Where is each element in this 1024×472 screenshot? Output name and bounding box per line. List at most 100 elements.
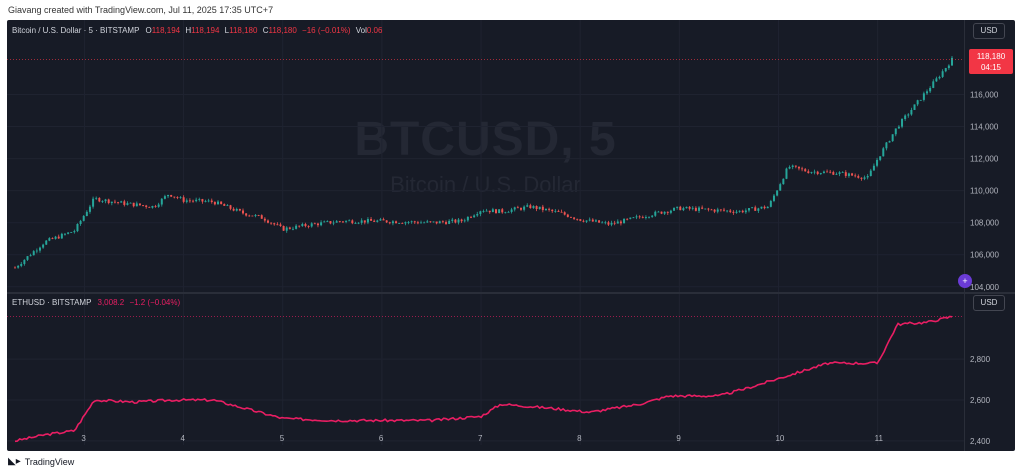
btc-candle: [476, 214, 479, 216]
chart-frame[interactable]: BTCUSD, 5 Bitcoin / U.S. Dollar 104,000 1…: [7, 20, 1015, 451]
btc-candle: [266, 220, 269, 223]
btc-ytick-label: 106,000: [970, 251, 999, 260]
btc-candle: [757, 208, 760, 211]
btc-candle: [713, 209, 716, 212]
btc-candle: [445, 222, 448, 224]
btc-candle: [357, 222, 360, 224]
btc-candle: [14, 267, 16, 269]
eth-series-line: [14, 315, 953, 443]
btc-candle: [835, 173, 838, 175]
btc-candle: [794, 165, 797, 167]
btc-candle: [766, 206, 769, 209]
tradingview-logo-text: TradingView: [24, 456, 75, 467]
btc-candle: [894, 128, 897, 135]
btc-candle: [388, 222, 391, 224]
btc-candle: [729, 210, 732, 212]
btc-candle: [801, 168, 804, 170]
btc-candle: [941, 71, 944, 77]
btc-candle: [826, 171, 829, 173]
eth-currency-button[interactable]: USD: [973, 295, 1005, 311]
btc-candle: [151, 205, 154, 208]
btc-candle: [560, 211, 563, 213]
btc-candle: [876, 159, 879, 166]
btc-candle: [204, 201, 207, 203]
btc-candle: [797, 166, 800, 169]
btc-candle: [897, 126, 900, 129]
btc-candle: [351, 220, 354, 224]
btc-candle: [641, 217, 644, 219]
btc-ytick-label: 110,000: [970, 187, 999, 196]
volume-label: Vol: [355, 26, 367, 35]
btc-candle: [710, 209, 713, 211]
btc-candle: [666, 211, 669, 213]
btc-candle: [198, 199, 201, 200]
open-label: O: [145, 26, 152, 35]
btc-candle: [366, 219, 369, 223]
btc-candle: [226, 205, 229, 207]
btc-candle: [616, 221, 619, 224]
btc-candle: [20, 263, 23, 266]
btc-candle: [217, 201, 220, 205]
btc-candle: [76, 223, 79, 232]
btc-candle: [192, 200, 195, 202]
btc-candle: [270, 222, 273, 224]
pane-separator[interactable]: [7, 292, 1015, 294]
high-label: H: [185, 26, 192, 35]
btc-candle: [635, 216, 638, 218]
tradingview-logo-icon: ◣▸: [8, 456, 21, 467]
btc-candle: [663, 211, 666, 214]
btc-candle: [932, 81, 935, 88]
btc-candle: [516, 207, 519, 209]
btc-candle: [310, 223, 313, 227]
btc-candle: [479, 211, 482, 215]
btc-candle: [901, 119, 904, 127]
btc-candle: [601, 222, 604, 224]
btc-candle: [776, 190, 779, 196]
btc-candle: [510, 209, 513, 212]
btc-candle: [866, 175, 869, 178]
btc-candle: [769, 200, 772, 207]
btc-candle: [98, 197, 101, 202]
btc-candle: [54, 236, 57, 239]
btc-candle: [313, 223, 316, 225]
btc-candle: [919, 99, 922, 101]
btc-candle: [707, 208, 710, 210]
btc-candle: [604, 222, 607, 224]
btc-candle: [188, 200, 191, 202]
btc-candle: [329, 221, 332, 224]
btc-candle: [626, 218, 629, 220]
close-label: C: [262, 26, 269, 35]
btc-candle: [872, 165, 875, 171]
btc-candle: [117, 202, 120, 203]
btc-candle: [170, 194, 173, 197]
btc-ytick-label: 116,000: [970, 90, 999, 99]
btc-candle: [738, 210, 741, 212]
btc-candle: [938, 76, 941, 79]
price-chart[interactable]: 104,000 106,000 108,000 110,000 112,000 114,0…: [7, 20, 1015, 451]
btc-candle: [485, 210, 488, 212]
btc-candle: [935, 78, 938, 82]
btc-candle: [679, 206, 682, 211]
btc-candle: [23, 259, 26, 264]
btc-candle: [807, 171, 810, 174]
btc-candle: [685, 206, 688, 209]
alert-plus-icon[interactable]: +: [958, 274, 972, 288]
btc-currency-button[interactable]: USD: [973, 23, 1005, 39]
btc-candle: [129, 202, 132, 204]
eth-legend: ETHUSD · BITSTAMP 3,008.2 −1.2 (−0.04%): [12, 298, 180, 307]
btc-candle: [110, 201, 113, 204]
btc-candle: [879, 156, 882, 160]
btc-candle: [829, 171, 832, 173]
btc-candle: [132, 202, 135, 207]
btc-candle: [232, 208, 235, 211]
btc-candle: [404, 222, 407, 224]
x-tick-label: 5: [280, 434, 285, 443]
btc-candle: [688, 206, 691, 209]
btc-candle: [819, 173, 822, 174]
btc-candle: [67, 232, 70, 234]
btc-candle: [301, 224, 304, 227]
btc-candle: [491, 209, 494, 213]
btc-ytick-label: 104,000: [970, 283, 999, 292]
btc-candle: [295, 225, 298, 229]
btc-candle: [473, 215, 476, 218]
